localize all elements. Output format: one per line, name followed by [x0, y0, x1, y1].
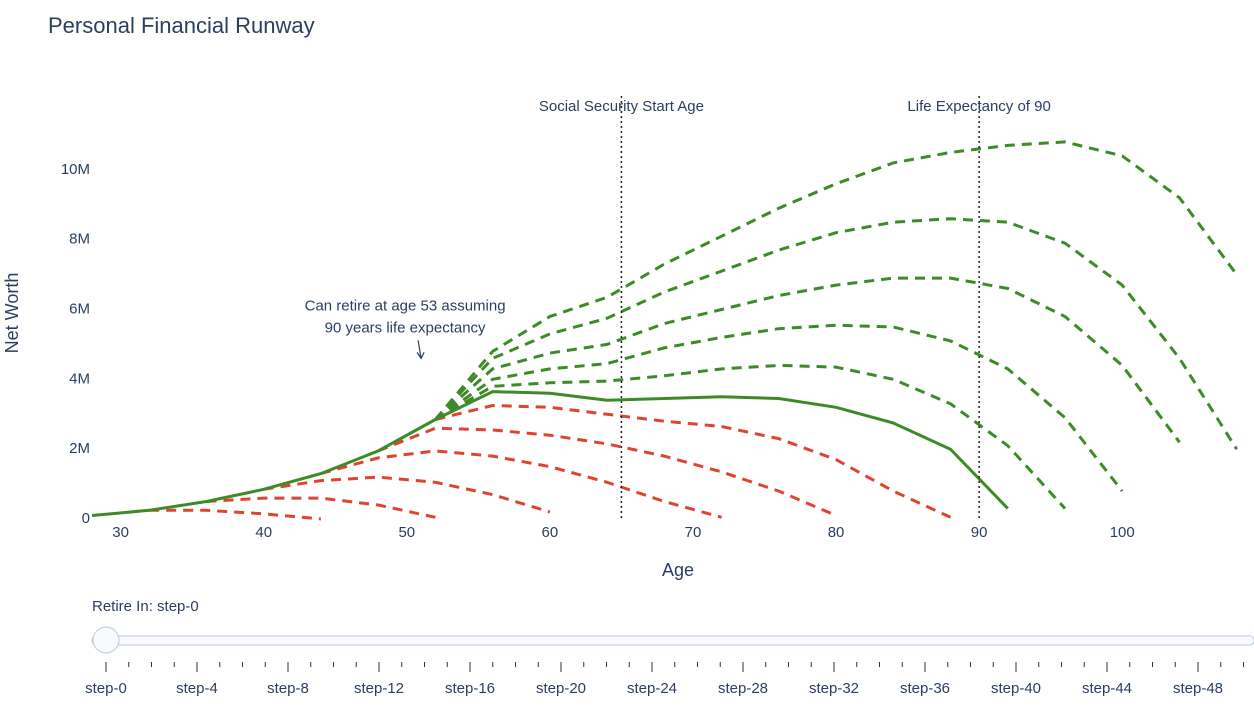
- slider-rail[interactable]: [91, 635, 1254, 646]
- series-line: [434, 217, 1238, 450]
- y-tick-label: 4M: [69, 370, 90, 387]
- slider-step-label: step-0: [85, 680, 127, 697]
- y-tick-label: 2M: [69, 440, 90, 457]
- x-tick-label: 60: [542, 524, 559, 541]
- series-line: [263, 475, 551, 514]
- y-axis-title: Net Worth: [2, 273, 22, 354]
- reference-label: Life Expectancy of 90: [907, 98, 1050, 115]
- y-tick-label: 0: [82, 510, 90, 527]
- series-line: [377, 426, 837, 517]
- series-line: [434, 323, 1124, 493]
- series-line: [92, 390, 1009, 517]
- x-axis-title: Age: [662, 560, 694, 580]
- series-line: [435, 403, 952, 519]
- slider-step-label: step-40: [991, 680, 1041, 697]
- y-tick-label: 8M: [69, 231, 90, 248]
- series-line: [206, 496, 436, 519]
- slider-step-label: step-32: [809, 680, 859, 697]
- slider-step-label: step-12: [354, 680, 404, 697]
- slider-step-label: step-28: [718, 680, 768, 697]
- series-line: [320, 449, 722, 519]
- slider-step-label: step-4: [176, 680, 218, 697]
- y-tick-label: 6M: [69, 300, 90, 317]
- y-tick-label: 10M: [61, 161, 90, 178]
- annotation-arrow: [417, 340, 422, 359]
- slider-step-label: step-24: [627, 680, 677, 697]
- annotation-text: Can retire at age 53 assuming: [305, 297, 506, 314]
- slider-step-label: step-44: [1082, 680, 1132, 697]
- x-tick-label: 80: [828, 524, 845, 541]
- annotation-text: 90 years life expectancy: [325, 319, 486, 336]
- x-tick-label: 90: [971, 524, 988, 541]
- slider-current-value: Retire In: step-0: [92, 598, 199, 615]
- annotation-arrowhead: [416, 352, 425, 360]
- slider-step-label: step-16: [445, 680, 495, 697]
- x-tick-label: 70: [685, 524, 702, 541]
- reference-label: Social Security Start Age: [539, 98, 704, 115]
- slider-step-label: step-36: [900, 680, 950, 697]
- x-tick-label: 30: [112, 524, 129, 541]
- series-line: [434, 140, 1238, 421]
- series-line: [434, 276, 1181, 444]
- slider-step-label: step-8: [267, 680, 309, 697]
- x-tick-label: 100: [1110, 524, 1135, 541]
- slider-grip[interactable]: [92, 626, 120, 654]
- x-tick-label: 50: [398, 524, 415, 541]
- series-line: [434, 363, 1067, 510]
- slider-step-label: step-48: [1173, 680, 1223, 697]
- series-line: [149, 508, 322, 521]
- chart-title: Personal Financial Runway: [48, 13, 315, 38]
- slider-step-label: step-20: [536, 680, 586, 697]
- x-tick-label: 40: [255, 524, 272, 541]
